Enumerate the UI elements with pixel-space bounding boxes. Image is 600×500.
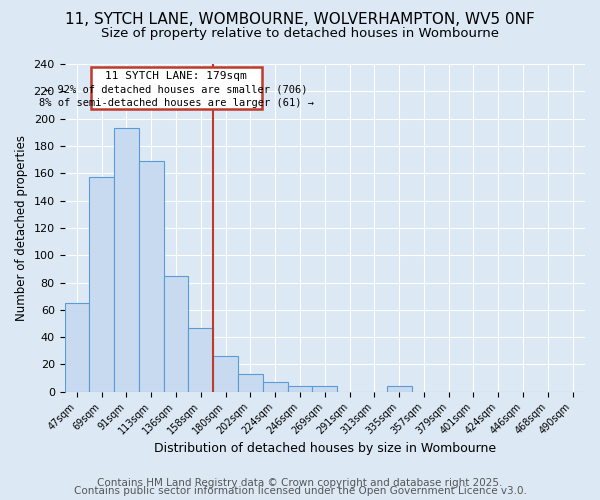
Bar <box>89 178 114 392</box>
Y-axis label: Number of detached properties: Number of detached properties <box>15 135 28 321</box>
Bar <box>139 161 164 392</box>
Bar <box>387 386 412 392</box>
Text: Contains HM Land Registry data © Crown copyright and database right 2025.: Contains HM Land Registry data © Crown c… <box>97 478 503 488</box>
Text: Contains public sector information licensed under the Open Government Licence v3: Contains public sector information licen… <box>74 486 526 496</box>
Text: 11, SYTCH LANE, WOMBOURNE, WOLVERHAMPTON, WV5 0NF: 11, SYTCH LANE, WOMBOURNE, WOLVERHAMPTON… <box>65 12 535 28</box>
Bar <box>65 303 89 392</box>
FancyBboxPatch shape <box>91 66 262 109</box>
Text: 8% of semi-detached houses are larger (61) →: 8% of semi-detached houses are larger (6… <box>38 98 314 108</box>
Bar <box>213 356 238 392</box>
Bar <box>313 386 337 392</box>
Bar <box>164 276 188 392</box>
Bar <box>263 382 287 392</box>
Bar <box>188 328 213 392</box>
Bar <box>238 374 263 392</box>
Text: Size of property relative to detached houses in Wombourne: Size of property relative to detached ho… <box>101 28 499 40</box>
X-axis label: Distribution of detached houses by size in Wombourne: Distribution of detached houses by size … <box>154 442 496 455</box>
Text: 11 SYTCH LANE: 179sqm: 11 SYTCH LANE: 179sqm <box>105 71 247 81</box>
Bar <box>287 386 313 392</box>
Bar <box>114 128 139 392</box>
Text: ← 92% of detached houses are smaller (706): ← 92% of detached houses are smaller (70… <box>45 84 307 94</box>
